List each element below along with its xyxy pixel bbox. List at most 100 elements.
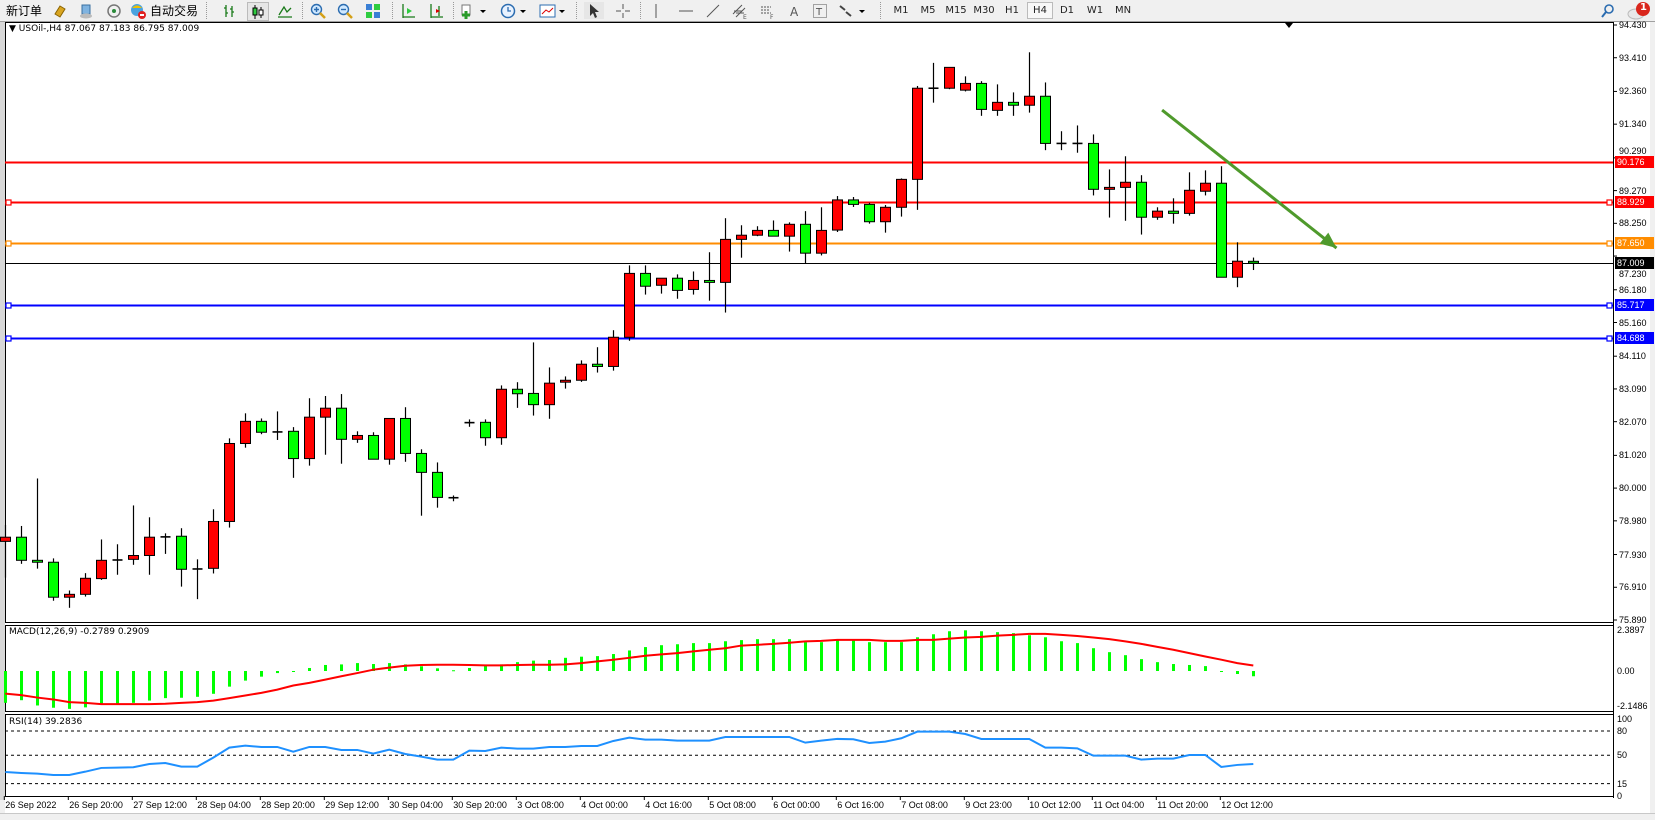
candle-body bbox=[688, 279, 699, 290]
timeframe-h4-button[interactable]: H4 bbox=[1027, 2, 1053, 19]
periods-icon[interactable] bbox=[499, 2, 529, 19]
time-tick-label: 28 Sep 20:00 bbox=[261, 800, 315, 810]
text-icon[interactable]: A bbox=[785, 2, 805, 19]
candle bbox=[800, 211, 811, 264]
vertical-line-icon[interactable] bbox=[646, 2, 666, 19]
macd-histogram-bar bbox=[1028, 635, 1031, 671]
candle bbox=[624, 265, 635, 341]
time-tick-label: 5 Oct 08:00 bbox=[709, 800, 756, 810]
auto-trading-button[interactable]: 自动交易 bbox=[148, 2, 200, 19]
candle-body bbox=[208, 520, 219, 569]
candle-body bbox=[0, 536, 11, 542]
candlestick-icon[interactable] bbox=[247, 2, 269, 21]
macd-histogram-bar bbox=[180, 671, 183, 698]
candle bbox=[864, 202, 875, 224]
candle bbox=[1008, 92, 1019, 116]
price-tick-label: 88.250 bbox=[1619, 218, 1647, 229]
toolbar-separator bbox=[880, 2, 883, 19]
macd-histogram-bar bbox=[724, 641, 727, 671]
candle-body bbox=[976, 82, 987, 110]
chart-shift-marker-icon bbox=[1285, 23, 1293, 28]
macd-histogram-bar bbox=[1188, 664, 1191, 671]
macd-histogram-bar bbox=[532, 660, 535, 671]
candle bbox=[1248, 257, 1259, 271]
indicators-icon[interactable] bbox=[459, 2, 489, 19]
timeframe-d1-button[interactable]: D1 bbox=[1059, 5, 1075, 16]
crosshair-icon[interactable] bbox=[613, 2, 633, 19]
fibonacci-icon[interactable]: F bbox=[758, 2, 778, 19]
macd-histogram-bar bbox=[1092, 648, 1095, 671]
gold-icon[interactable] bbox=[50, 2, 70, 19]
candle bbox=[512, 382, 523, 408]
new-order-label: 新订单 bbox=[5, 4, 42, 18]
time-tick-label: 4 Oct 16:00 bbox=[645, 800, 692, 810]
macd-histogram-bar bbox=[52, 671, 55, 708]
timeframe-mn-button[interactable]: MN bbox=[1114, 5, 1132, 16]
candle-body bbox=[608, 336, 619, 367]
zoom-out-icon[interactable] bbox=[335, 2, 355, 19]
macd-histogram-bar bbox=[500, 664, 503, 671]
macd-histogram-bar bbox=[1060, 641, 1063, 671]
candle-body bbox=[576, 363, 587, 381]
candle-body bbox=[1024, 95, 1035, 106]
zoom-in-icon[interactable] bbox=[308, 2, 328, 19]
candle bbox=[176, 528, 187, 587]
timeframe-h1-button[interactable]: H1 bbox=[1005, 5, 1019, 16]
candle-body bbox=[96, 559, 107, 580]
trendline-icon[interactable] bbox=[703, 2, 723, 19]
time-tick-label: 30 Sep 20:00 bbox=[453, 800, 507, 810]
macd-histogram-bar bbox=[1172, 664, 1175, 671]
candle-body bbox=[400, 417, 411, 454]
tile-windows-icon[interactable] bbox=[363, 2, 383, 19]
horizontal-line-icon[interactable] bbox=[676, 2, 696, 19]
equidistant-channel-icon[interactable]: E bbox=[730, 2, 750, 19]
timeframe-m15-button[interactable]: M15 bbox=[945, 5, 967, 16]
auto-trading-icon[interactable] bbox=[128, 2, 148, 19]
candle bbox=[544, 367, 555, 419]
macd-histogram-bar bbox=[980, 631, 983, 671]
bar-chart-icon[interactable] bbox=[220, 2, 238, 19]
candle-body bbox=[512, 388, 523, 395]
line-chart-icon[interactable] bbox=[276, 2, 294, 19]
time-tick-label: 7 Oct 08:00 bbox=[901, 800, 948, 810]
candle bbox=[528, 342, 539, 416]
candle-body bbox=[880, 206, 891, 223]
auto-scroll-icon[interactable] bbox=[398, 2, 418, 19]
candle bbox=[64, 590, 75, 608]
history-center-icon[interactable] bbox=[76, 2, 96, 19]
new-order-button[interactable]: 新订单 bbox=[0, 2, 48, 19]
text-label-icon[interactable]: T bbox=[810, 2, 830, 19]
candle-body bbox=[384, 417, 395, 460]
candle bbox=[784, 222, 795, 252]
macd-histogram-bar bbox=[1204, 666, 1207, 671]
rsi-header: RSI(14) 39.2836 bbox=[9, 717, 83, 727]
candle bbox=[1216, 166, 1227, 278]
level-anchor-handle bbox=[1606, 302, 1613, 309]
chart-shift-icon[interactable] bbox=[426, 2, 446, 19]
candle-body bbox=[960, 82, 971, 91]
candle bbox=[416, 449, 427, 516]
candle-body bbox=[624, 272, 635, 338]
timeframe-m5-button[interactable]: M5 bbox=[920, 5, 936, 16]
timeframe-w1-button[interactable]: W1 bbox=[1086, 5, 1104, 16]
candle-body bbox=[224, 442, 235, 522]
arrows-icon[interactable] bbox=[836, 2, 870, 19]
templates-icon[interactable] bbox=[538, 2, 568, 19]
macd-histogram-bar bbox=[1252, 671, 1255, 677]
candle bbox=[912, 85, 923, 210]
price-tick-label: 86.180 bbox=[1619, 284, 1647, 295]
chart-menu-icon[interactable]: ▼ bbox=[9, 24, 16, 34]
search-icon[interactable] bbox=[1598, 2, 1618, 19]
cursor-icon[interactable] bbox=[584, 2, 604, 19]
candle bbox=[656, 277, 667, 294]
candle-body bbox=[672, 277, 683, 291]
macd-histogram-bar bbox=[20, 671, 23, 701]
candle bbox=[688, 271, 699, 295]
timeframe-m30-button[interactable]: M30 bbox=[973, 5, 995, 16]
notification-icon[interactable]: 1 bbox=[1626, 1, 1652, 19]
signals-icon[interactable] bbox=[104, 2, 124, 19]
candle-body bbox=[240, 420, 251, 444]
macd-histogram-bar bbox=[740, 640, 743, 671]
timeframe-m1-button[interactable]: M1 bbox=[893, 5, 909, 16]
